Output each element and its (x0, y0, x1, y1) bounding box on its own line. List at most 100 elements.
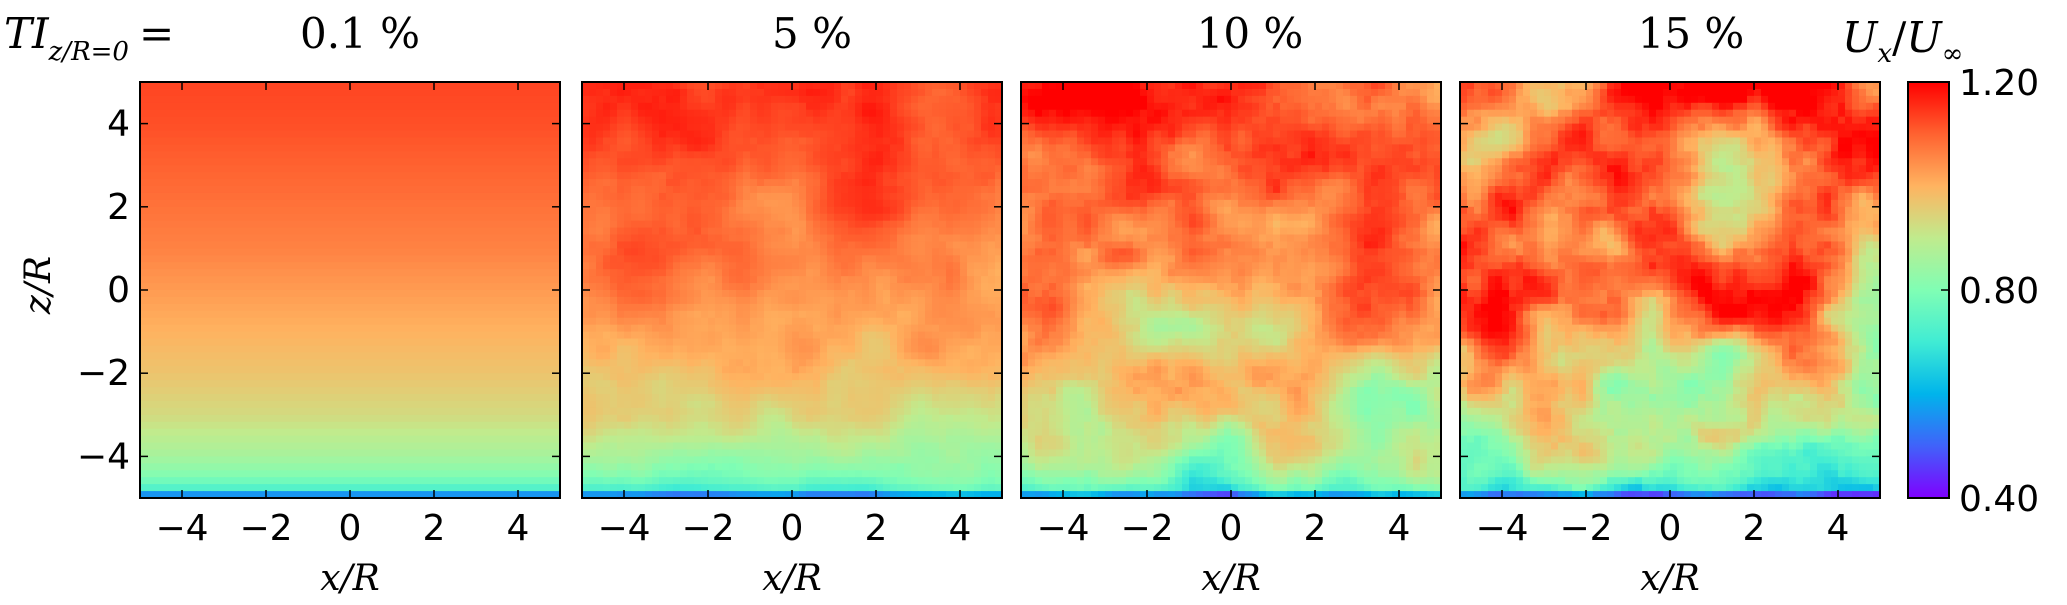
heatmap-cell (252, 470, 260, 478)
heatmap-cell (511, 290, 519, 298)
heatmap-cell (553, 394, 561, 402)
heatmap-cell (266, 192, 274, 201)
heatmap-cell (329, 394, 337, 402)
heatmap-cell (652, 144, 660, 152)
heatmap-cell (518, 421, 526, 430)
heatmap-cell (399, 414, 407, 423)
heatmap-cell (476, 387, 484, 395)
heatmap-cell (357, 186, 365, 194)
heatmap-cell (308, 276, 316, 284)
heatmap-cell (273, 366, 281, 374)
heatmap-cell (932, 158, 940, 166)
heatmap-cell (245, 484, 253, 492)
heatmap-cell (511, 456, 519, 464)
heatmap-cell (294, 276, 302, 284)
heatmap-cell (140, 213, 148, 222)
heatmap-cell (687, 165, 695, 173)
heatmap-cell (217, 380, 225, 388)
heatmap-cell (511, 484, 519, 492)
heatmap-cell (385, 414, 393, 423)
heatmap-cell (336, 269, 344, 277)
heatmap-cell (504, 88, 512, 97)
heatmap-cell (708, 109, 716, 118)
heatmap-cell (203, 290, 211, 298)
heatmap-cell (490, 394, 498, 402)
heatmap-cell (364, 82, 372, 90)
heatmap-cell (511, 151, 519, 159)
heatmap-cell (245, 269, 253, 277)
heatmap-cell (413, 88, 421, 97)
heatmap-cell (897, 144, 905, 152)
heatmap-cell (834, 88, 842, 97)
heatmap-cell (645, 137, 653, 145)
heatmap-cell (582, 82, 590, 90)
heatmap-cell (343, 359, 351, 367)
heatmap-cell (694, 179, 702, 187)
heatmap-cell (329, 303, 337, 312)
heatmap-cell (308, 380, 316, 388)
heatmap-cell (680, 192, 688, 201)
heatmap-cell (420, 366, 428, 374)
heatmap-cell (953, 151, 961, 159)
heatmap-cell (420, 449, 428, 457)
heatmap-cell (140, 158, 148, 166)
heatmap-cell (736, 213, 744, 222)
heatmap-cell (308, 88, 316, 97)
heatmap-cell (645, 172, 653, 180)
heatmap-cell (799, 172, 807, 180)
heatmap-cell (680, 82, 688, 90)
heatmap-cell (497, 248, 505, 256)
heatmap-cell (315, 470, 323, 478)
heatmap-cell (224, 290, 232, 298)
heatmap-cell (154, 380, 162, 388)
heatmap-cell (322, 380, 330, 388)
heatmap-cell (343, 82, 351, 90)
heatmap-cell (343, 241, 351, 249)
heatmap-cell (638, 172, 646, 180)
x-tick-label: 4 (507, 508, 530, 549)
heatmap-cell (476, 82, 484, 90)
heatmap-cell (259, 394, 267, 402)
heatmap-cell (490, 102, 498, 111)
heatmap-cell (631, 206, 639, 215)
heatmap-cell (420, 442, 428, 451)
heatmap-cell (532, 165, 540, 173)
heatmap-cell (869, 227, 877, 236)
heatmap-cell (406, 428, 414, 437)
heatmap-cell (231, 88, 239, 97)
heatmap-cell (147, 102, 155, 111)
heatmap-cell (140, 317, 148, 326)
heatmap-cell (385, 206, 393, 215)
heatmap-cell (525, 380, 533, 388)
heatmap-cell (182, 484, 190, 492)
heatmap-cell (869, 144, 877, 152)
heatmap-cell (785, 137, 793, 145)
heatmap-cell (918, 130, 926, 139)
heatmap-cell (189, 213, 197, 222)
heatmap-cell (813, 186, 821, 194)
heatmap-cell (953, 179, 961, 187)
heatmap-cell (308, 123, 316, 132)
heatmap-cell (448, 144, 456, 152)
heatmap-cell (315, 102, 323, 111)
heatmap-cell (287, 421, 295, 430)
heatmap-cell (399, 324, 407, 333)
heatmap-cell (287, 213, 295, 222)
heatmap-cell (273, 255, 281, 263)
heatmap-cell (483, 303, 491, 312)
heatmap-cell (182, 296, 190, 305)
heatmap-cell (357, 407, 365, 416)
heatmap-cell (266, 477, 274, 485)
heatmap-cell (834, 116, 842, 125)
heatmap-cell (406, 484, 414, 492)
heatmap-cell (420, 88, 428, 97)
heatmap-cell (701, 206, 709, 215)
heatmap-cell (273, 491, 281, 499)
heatmap-cell (245, 324, 253, 333)
heatmap-cell (413, 477, 421, 485)
heatmap-cell (918, 186, 926, 194)
heatmap-cell (511, 276, 519, 284)
heatmap-cell (245, 262, 253, 270)
heatmap-cell (960, 123, 968, 132)
